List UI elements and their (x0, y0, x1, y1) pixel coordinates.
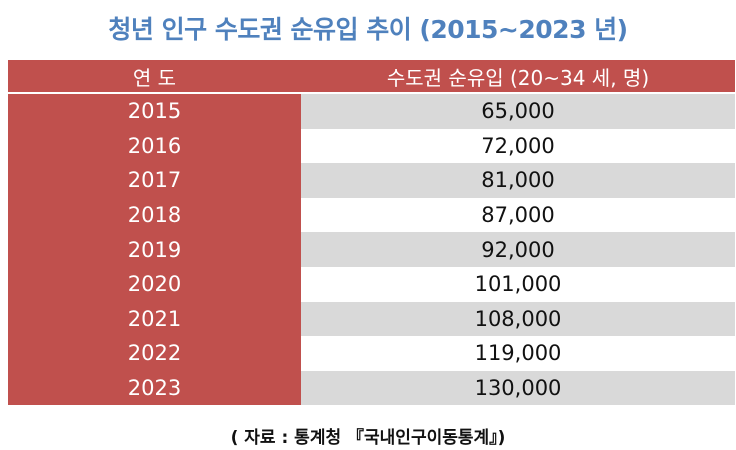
table-header-row: 연 도 수도권 순유입 (20~34 세, 명) (8, 60, 735, 94)
value-cell: 72,000 (301, 128, 735, 164)
table-row: 2016 72,000 (8, 128, 735, 164)
value-cell: 119,000 (301, 336, 735, 371)
year-cell: 2017 (8, 163, 301, 198)
table-row: 2020 101,000 (8, 266, 735, 302)
table-row: 2021 108,000 (8, 301, 735, 337)
year-cell: 2019 (8, 232, 301, 267)
value-cell: 108,000 (301, 301, 735, 337)
year-cell: 2023 (8, 370, 301, 406)
value-cell: 92,000 (301, 232, 735, 267)
value-cell: 81,000 (301, 163, 735, 198)
table-row: 2023 130,000 (8, 370, 735, 406)
value-cell: 65,000 (301, 94, 735, 129)
header-year: 연 도 (8, 60, 301, 92)
value-cell: 101,000 (301, 266, 735, 302)
header-net-inflow: 수도권 순유입 (20~34 세, 명) (301, 60, 735, 92)
year-cell: 2018 (8, 197, 301, 233)
table-row: 2019 92,000 (8, 232, 735, 267)
year-cell: 2020 (8, 266, 301, 302)
source-note: ( 자료 : 통계청 『국내인구이동통계』) (230, 428, 506, 448)
year-cell: 2015 (8, 94, 301, 129)
value-cell: 87,000 (301, 197, 735, 233)
table-row: 2018 87,000 (8, 197, 735, 233)
table-row: 2022 119,000 (8, 336, 735, 371)
year-cell: 2016 (8, 128, 301, 164)
table-row: 2017 81,000 (8, 163, 735, 198)
year-cell: 2022 (8, 336, 301, 371)
value-cell: 130,000 (301, 370, 735, 406)
table-row: 2015 65,000 (8, 94, 735, 129)
page-title: 청년 인구 수도권 순유입 추이 (2015~2023 년) (108, 15, 628, 44)
data-table: 연 도 수도권 순유입 (20~34 세, 명) 2015 65,000 201… (8, 60, 735, 406)
year-cell: 2021 (8, 301, 301, 337)
